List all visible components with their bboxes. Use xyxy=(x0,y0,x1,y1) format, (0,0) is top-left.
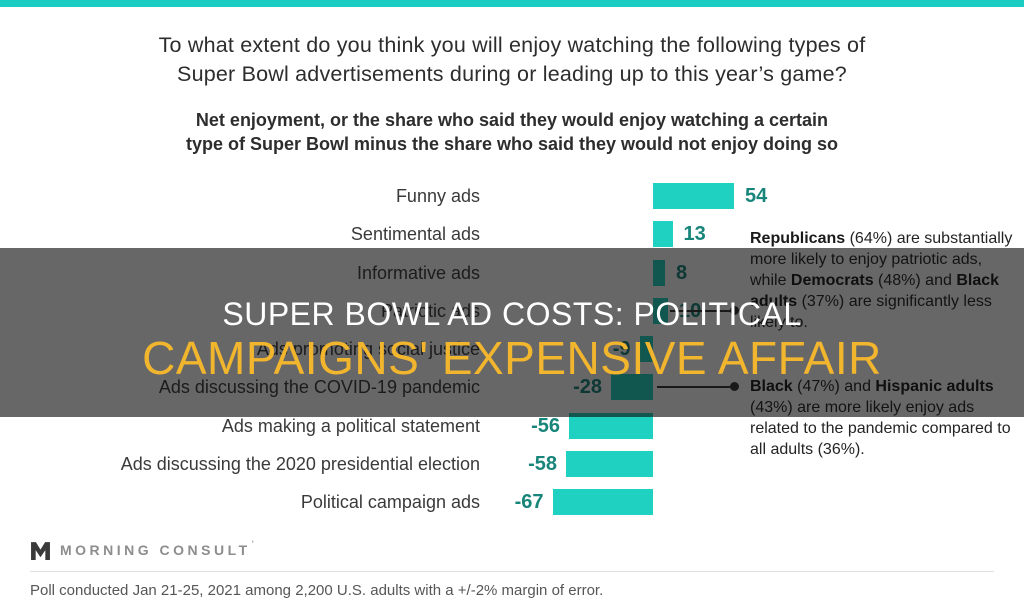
title-line-1: To what extent do you think you will enj… xyxy=(158,33,866,57)
bar-category-label: Sentimental ads xyxy=(350,224,480,245)
morning-consult-wordmark: MORNING CONSULT xyxy=(60,542,251,558)
bar-value: -58 xyxy=(528,452,557,475)
overlay-headline-line-1: SUPER BOWL AD COSTS: POLITICAL xyxy=(222,296,802,332)
morning-consult-m-icon xyxy=(31,541,50,560)
bar-value: 13 xyxy=(683,223,706,246)
subtitle-line-2: type of Super Bowl minus the share who s… xyxy=(185,134,839,154)
headline-overlay-band xyxy=(0,248,1024,417)
overlay-headline-line-2: CAMPAIGNS' EXPENSIVE AFFAIR xyxy=(142,332,882,384)
chart-subtitle: Net enjoyment, or the share who said the… xyxy=(0,108,1024,156)
chart-question-title: To what extent do you think you will enj… xyxy=(0,31,1024,89)
morning-consult-logo: MORNING CONSULT ' xyxy=(30,538,254,562)
bar-value: -67 xyxy=(514,491,544,513)
bar-category-label: Ads making a political statement xyxy=(221,415,480,436)
bar-category-label: Ads discussing the 2020 presidential ele… xyxy=(120,453,480,474)
poll-methodology-note: Poll conducted Jan 21-25, 2021 among 2,2… xyxy=(30,582,604,599)
bar-category-label: Funny ads xyxy=(395,186,480,206)
subtitle-line-1: Net enjoyment, or the share who said the… xyxy=(195,110,829,130)
bar xyxy=(653,221,673,248)
footer-divider xyxy=(30,571,994,572)
annotation-emphasis: Republicans xyxy=(750,230,846,247)
bar-value: 54 xyxy=(745,185,768,207)
top-accent-strip xyxy=(0,0,1024,7)
bar xyxy=(653,183,734,209)
title-line-2: Super Bowl advertisements during or lead… xyxy=(177,62,847,86)
bar xyxy=(552,489,653,515)
logo-trademark-tick: ' xyxy=(251,539,254,551)
bar xyxy=(566,450,653,477)
bar-category-label: Political campaign ads xyxy=(300,492,480,512)
bar-value: -56 xyxy=(531,414,560,437)
